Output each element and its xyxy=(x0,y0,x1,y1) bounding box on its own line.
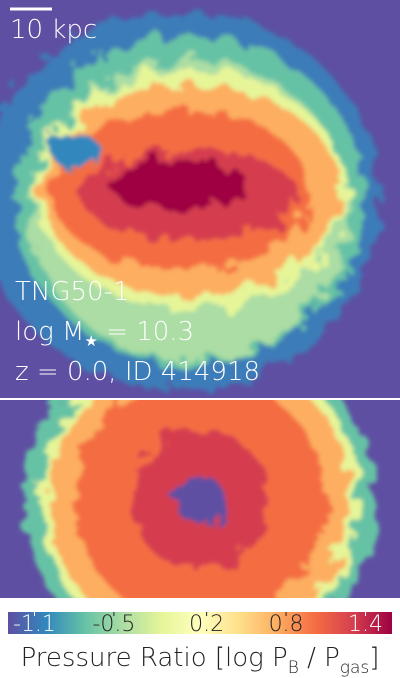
mass-value: = 10.3 xyxy=(98,317,194,347)
redshift-label: z = 0.0, ID 414918 xyxy=(15,357,260,387)
mass-subscript: ★ xyxy=(84,332,97,350)
mass-text: log M xyxy=(15,317,84,347)
colorbar-tick-label: 0.2 xyxy=(189,612,224,637)
colorbar-tick-label: -0.5 xyxy=(92,612,135,637)
colorbar xyxy=(8,612,392,634)
colorbar-tick-label: 1.4 xyxy=(348,612,383,637)
colorbar-label: Pressure Ratio [log PB / Pgas] xyxy=(21,643,380,678)
colorbar-tick-label: -1.1 xyxy=(13,612,56,637)
colorbar-ticks: -1.1 -0.5 0.2 0.8 1.4 xyxy=(13,612,383,637)
scale-label: 10 kpc xyxy=(10,15,97,45)
mass-label: log M★ = 10.3 xyxy=(15,317,194,350)
label-text: Pressure Ratio [log P xyxy=(21,643,288,673)
label-text: / P xyxy=(299,643,340,673)
label-sub: B xyxy=(288,658,299,678)
colorbar-tick-label: 0.8 xyxy=(269,612,304,637)
bottom-panel xyxy=(0,400,400,598)
top-panel xyxy=(0,0,400,398)
label-text: ] xyxy=(369,643,379,673)
label-sub: gas xyxy=(340,658,369,678)
simulation-label: TNG50-1 xyxy=(15,277,130,307)
